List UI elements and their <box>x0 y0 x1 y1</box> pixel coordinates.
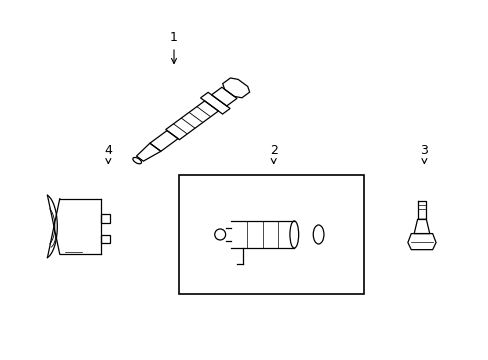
Bar <box>101 214 110 223</box>
Text: 2: 2 <box>269 144 277 163</box>
Text: 1: 1 <box>170 31 178 63</box>
Text: 4: 4 <box>104 144 112 163</box>
Bar <box>101 235 110 243</box>
Bar <box>179 175 363 294</box>
Text: 3: 3 <box>420 144 427 163</box>
